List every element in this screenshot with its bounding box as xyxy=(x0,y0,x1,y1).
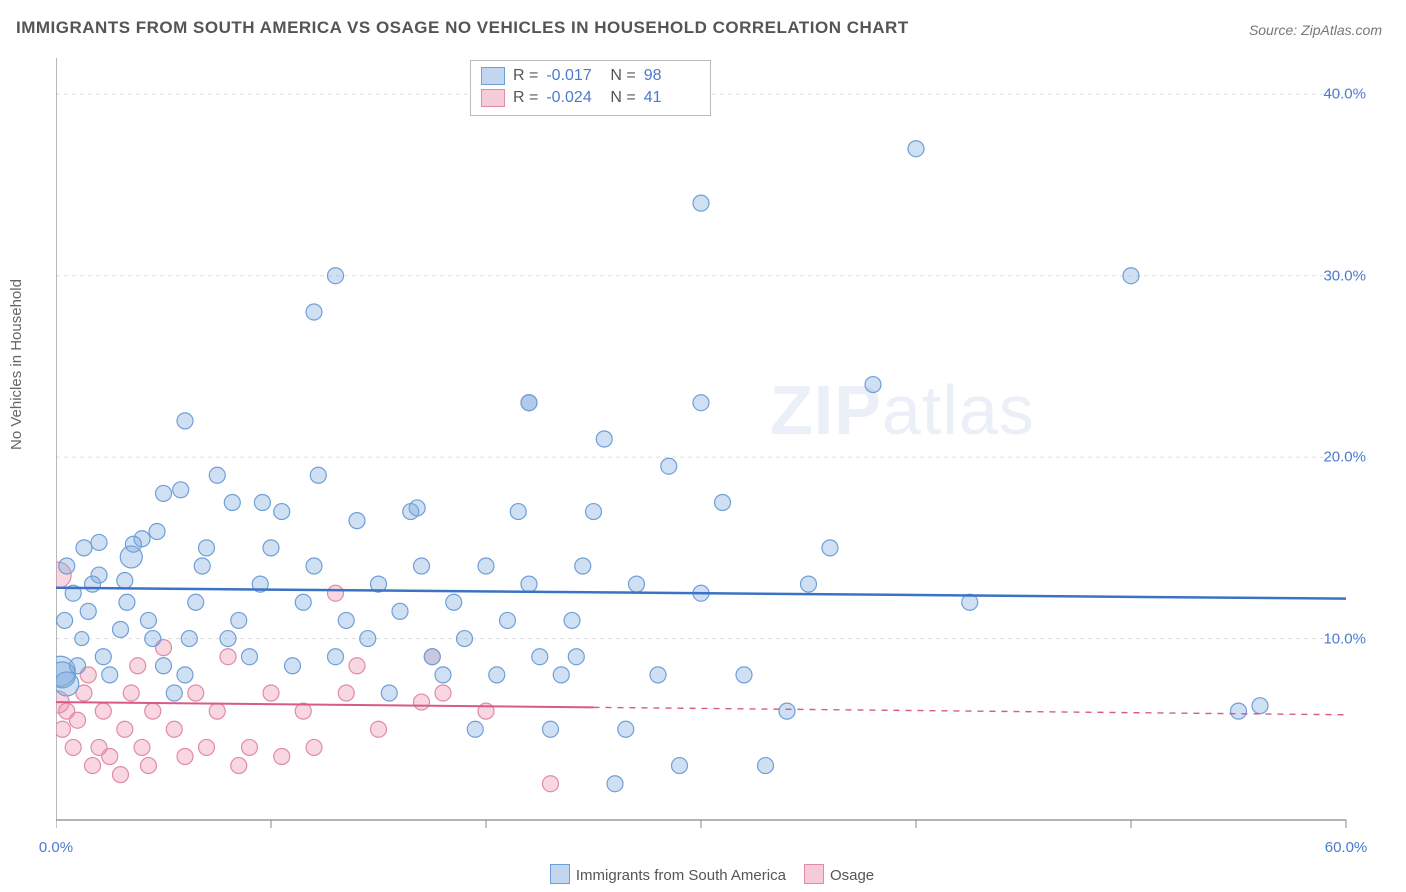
scatter-plot-svg xyxy=(56,58,1378,828)
correlation-legend-box: R =-0.017N =98R =-0.024N =41 xyxy=(470,60,711,116)
y-tick-label: 10.0% xyxy=(1323,630,1366,647)
source-attribution: Source: ZipAtlas.com xyxy=(1249,22,1382,38)
legend-swatch xyxy=(804,864,824,884)
chart-title: IMMIGRANTS FROM SOUTH AMERICA VS OSAGE N… xyxy=(16,18,909,38)
y-tick-label: 40.0% xyxy=(1323,86,1366,103)
x-tick-label: 0.0% xyxy=(39,839,73,856)
y-tick-label: 20.0% xyxy=(1323,449,1366,466)
y-tick-label: 30.0% xyxy=(1323,267,1366,284)
legend-swatch xyxy=(550,864,570,884)
legend-row: R =-0.017N =98 xyxy=(481,65,700,87)
y-axis-label: No Vehicles in Household xyxy=(8,279,25,450)
legend-row: R =-0.024N =41 xyxy=(481,87,700,109)
x-tick-label: 60.0% xyxy=(1325,839,1368,856)
legend-label: Osage xyxy=(830,867,874,884)
scatter-plot-area: 10.0%20.0%30.0%40.0%0.0%60.0% xyxy=(56,58,1378,828)
series-legend: Immigrants from South America Osage xyxy=(0,864,1406,884)
legend-label: Immigrants from South America xyxy=(576,867,786,884)
